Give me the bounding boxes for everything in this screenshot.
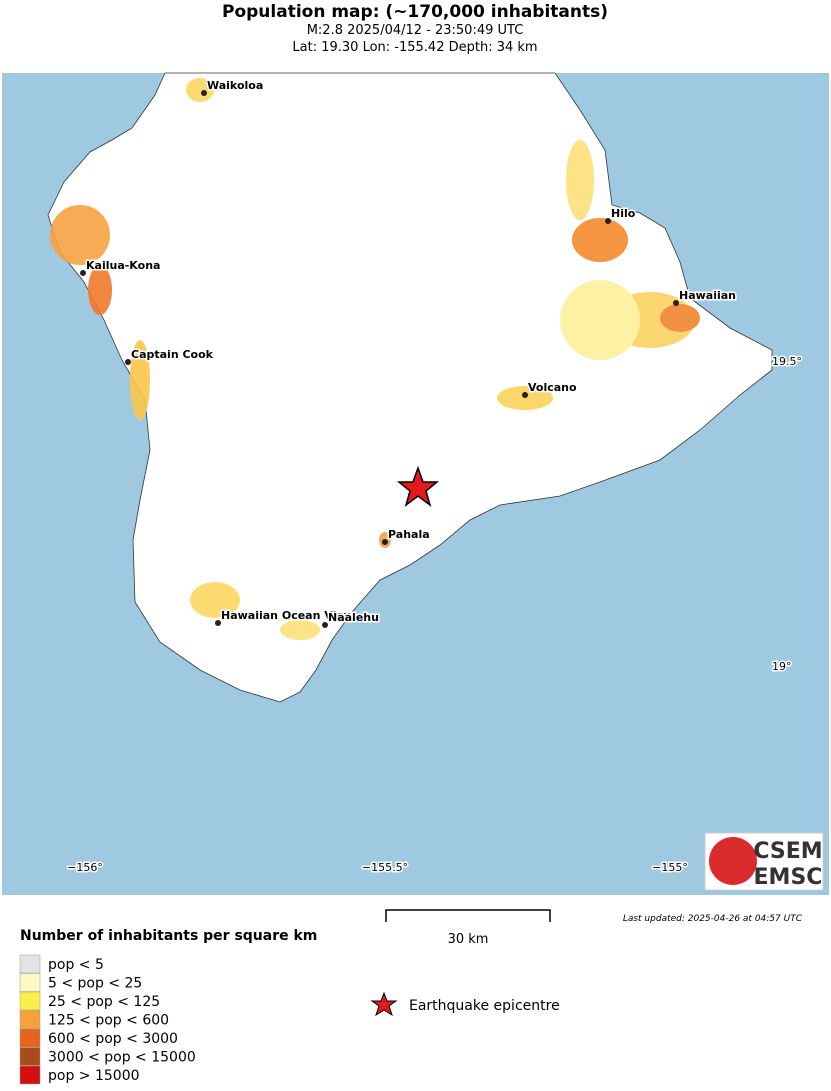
updated: Last updated: 2025-04-26 at 04:57 UTC xyxy=(623,914,803,924)
legend-label: 3000 < pop < 15000 xyxy=(48,1050,196,1066)
x-axis-label: −155° xyxy=(652,861,688,874)
legend-label: pop > 15000 xyxy=(48,1068,140,1084)
city-label: Waikoloa xyxy=(207,79,263,92)
city-marker xyxy=(673,300,679,306)
location: Lat: 19.30 Lon: -155.42 Depth: 34 km xyxy=(292,40,537,55)
y-axis-label: 19° xyxy=(772,660,792,673)
legend-swatch xyxy=(19,954,41,974)
legend-swatch xyxy=(19,1028,41,1048)
legend-label: pop < 5 xyxy=(48,957,104,973)
logo-bottom: EMSC xyxy=(754,865,823,890)
city-label: Captain Cook xyxy=(131,348,214,361)
city-marker xyxy=(215,620,221,626)
legend-swatch xyxy=(19,1010,41,1029)
city-label: Hilo xyxy=(611,207,636,220)
city-label: Hawaiian Ocean View xyxy=(221,609,354,622)
map xyxy=(2,72,829,895)
city-marker xyxy=(125,359,131,365)
legend-title: Number of inhabitants per square km xyxy=(20,928,317,944)
logo: CSEM EMSC xyxy=(704,832,824,891)
scale-bar xyxy=(385,909,551,922)
city-label: Hawaiian xyxy=(679,289,736,302)
city-label: Pahala xyxy=(388,528,430,541)
epicentre xyxy=(396,465,440,507)
city-label: Kailua-Kona xyxy=(86,259,160,272)
title: Population map: (~170,000 inhabitants) xyxy=(222,2,608,22)
city-marker xyxy=(382,539,388,545)
scale-label: 30 km xyxy=(448,932,489,947)
x-axis-label: −156° xyxy=(67,861,103,874)
legend-swatch xyxy=(19,973,41,992)
city-marker xyxy=(522,392,528,398)
city-label: Naalehu xyxy=(328,611,379,624)
epicentre-legend-star xyxy=(370,991,398,1017)
legend-label: 125 < pop < 600 xyxy=(48,1013,169,1029)
legend-label: 25 < pop < 125 xyxy=(48,994,160,1010)
x-axis-label: −155.5° xyxy=(362,861,408,874)
epicentre-label: Earthquake epicentre xyxy=(409,998,560,1014)
legend-label: 5 < pop < 25 xyxy=(48,976,142,992)
legend-label: 600 < pop < 3000 xyxy=(48,1031,178,1047)
city-marker xyxy=(80,270,86,276)
logo-top: CSEM xyxy=(753,839,822,864)
subtitle: M:2.8 2025/04/12 - 23:50:49 UTC xyxy=(307,23,524,38)
city-label: Volcano xyxy=(528,381,577,394)
legend-swatch xyxy=(19,1047,41,1066)
legend-swatch xyxy=(19,991,41,1011)
city-marker xyxy=(201,90,207,96)
legend-swatch xyxy=(19,1065,41,1085)
city-marker xyxy=(322,622,328,628)
city-marker xyxy=(605,218,611,224)
y-axis-label: 19.5° xyxy=(772,355,802,368)
